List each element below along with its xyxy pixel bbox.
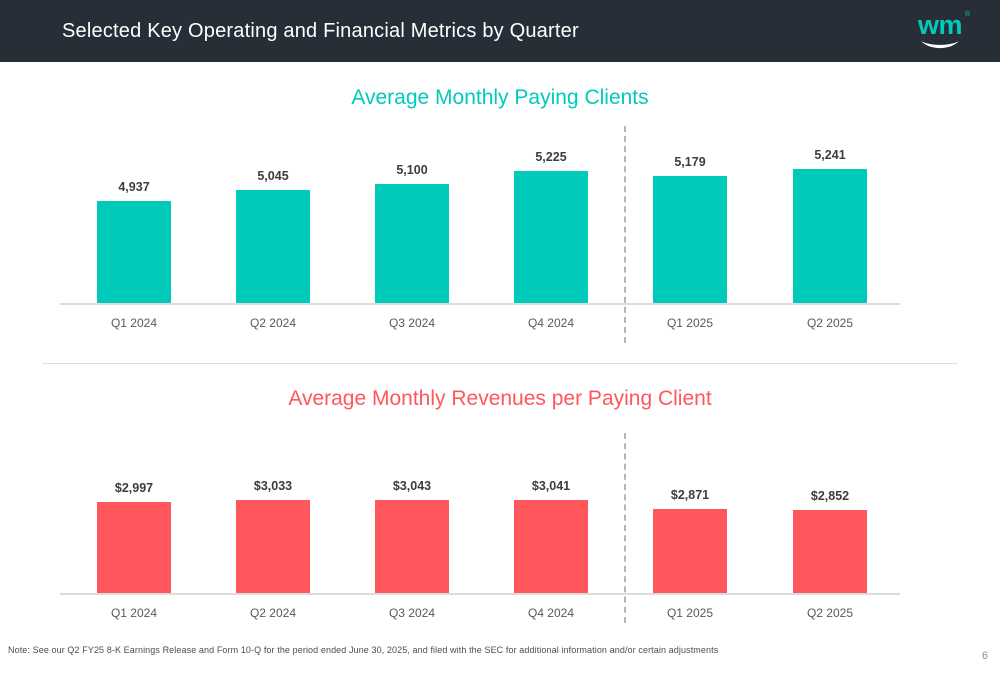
- x-axis-label: Q1 2025: [666, 316, 714, 330]
- page-number: 6: [981, 650, 988, 662]
- bar-slot-q2-2024: $3,033: [236, 479, 310, 593]
- x-axis-label: Q4 2024: [527, 606, 575, 620]
- x-axis-label: Q2 2025: [806, 606, 854, 620]
- x-axis-label: Q1 2024: [110, 316, 158, 330]
- bar-value-label: 5,100: [396, 163, 428, 177]
- bar-value-label: 5,045: [257, 169, 289, 183]
- registered-trademark-icon: ®: [964, 10, 970, 18]
- chart-average-monthly-paying-clients: Average Monthly Paying Clients 4,937 5,04…: [0, 83, 1000, 343]
- wm-logo: wm ®: [917, 9, 970, 51]
- section-divider-line: [42, 363, 958, 364]
- chart-title: Average Monthly Revenues per Paying Clie…: [288, 387, 712, 410]
- bar-slot-q1-2024: $2,997: [97, 481, 171, 593]
- bar-slot-q3-2024: $3,043: [375, 479, 449, 593]
- x-axis-line: [60, 593, 900, 595]
- chart-title: Average Monthly Paying Clients: [351, 86, 649, 109]
- wm-logo-text: wm: [917, 9, 963, 40]
- bar-slot-q1-2025: 5,179: [653, 155, 727, 303]
- bar-value-label: 5,179: [674, 155, 706, 169]
- bar: [375, 500, 449, 593]
- bar: [97, 502, 171, 593]
- page-title: Selected Key Operating and Financial Met…: [62, 19, 579, 42]
- bar: [653, 176, 727, 303]
- x-axis-labels: Q1 2024 Q2 2024 Q3 2024 Q4 2024 Q1 2025 Q2 20…: [0, 303, 1000, 337]
- chart-average-monthly-revenues-per-paying-client: Average Monthly Revenues per Paying Clie…: [0, 384, 1000, 627]
- bar-value-label: $2,852: [810, 489, 850, 503]
- bar: [793, 510, 867, 593]
- bar: [375, 184, 449, 303]
- bar-slot-q4-2024: 5,225: [514, 150, 588, 303]
- bar-slot-q2-2025: 5,241: [793, 148, 867, 303]
- x-axis-label: Q4 2024: [527, 316, 575, 330]
- bar-slot-q1-2024: 4,937: [97, 180, 171, 303]
- period-divider-dashed-line: [624, 126, 626, 343]
- x-axis-label: Q1 2025: [666, 606, 714, 620]
- x-axis-label: Q1 2024: [110, 606, 158, 620]
- period-divider-dashed-line: [624, 433, 626, 623]
- bar: [236, 500, 310, 593]
- bar-slot-q4-2024: $3,041: [514, 479, 588, 593]
- bar-slot-q2-2024: 5,045: [236, 169, 310, 303]
- x-axis-label: Q2 2024: [249, 316, 297, 330]
- footnote: Note: See our Q2 FY25 8-K Earnings Relea…: [8, 645, 719, 655]
- bar-value-label: 5,225: [535, 150, 567, 164]
- x-axis-labels: Q1 2024 Q2 2024 Q3 2024 Q4 2024 Q1 2025 Q2 20…: [0, 593, 1000, 627]
- bar-slot-q1-2025: $2,871: [653, 488, 727, 593]
- x-axis-label: Q3 2024: [388, 316, 436, 330]
- x-axis-label: Q3 2024: [388, 606, 436, 620]
- bar-value-label: 5,241: [814, 148, 846, 162]
- bar-value-label: $3,033: [253, 479, 293, 493]
- bar: [514, 171, 588, 303]
- plot-area: 4,937 5,045 5,100 5,225 5,179 5,241: [0, 126, 1000, 343]
- header-bar: Selected Key Operating and Financial Met…: [0, 0, 1000, 62]
- bar: [653, 509, 727, 593]
- x-axis-label: Q2 2024: [249, 606, 297, 620]
- bar: [514, 500, 588, 593]
- plot-area: $2,997 $3,033 $3,043 $3,041 $2,871 $2,852: [0, 433, 1000, 623]
- bar-value-label: $3,041: [531, 479, 571, 493]
- bar-slot-q3-2024: 5,100: [375, 163, 449, 303]
- bar: [793, 169, 867, 303]
- x-axis-line: [60, 303, 900, 305]
- bar-value-label: $2,997: [114, 481, 154, 495]
- bar-value-label: $2,871: [670, 488, 710, 502]
- bar-slot-q2-2025: $2,852: [793, 489, 867, 593]
- bar: [97, 201, 171, 303]
- x-axis-label: Q2 2025: [806, 316, 854, 330]
- smile-icon: [920, 40, 959, 48]
- bar: [236, 190, 310, 303]
- bar-value-label: 4,937: [118, 180, 150, 194]
- bar-value-label: $3,043: [392, 479, 432, 493]
